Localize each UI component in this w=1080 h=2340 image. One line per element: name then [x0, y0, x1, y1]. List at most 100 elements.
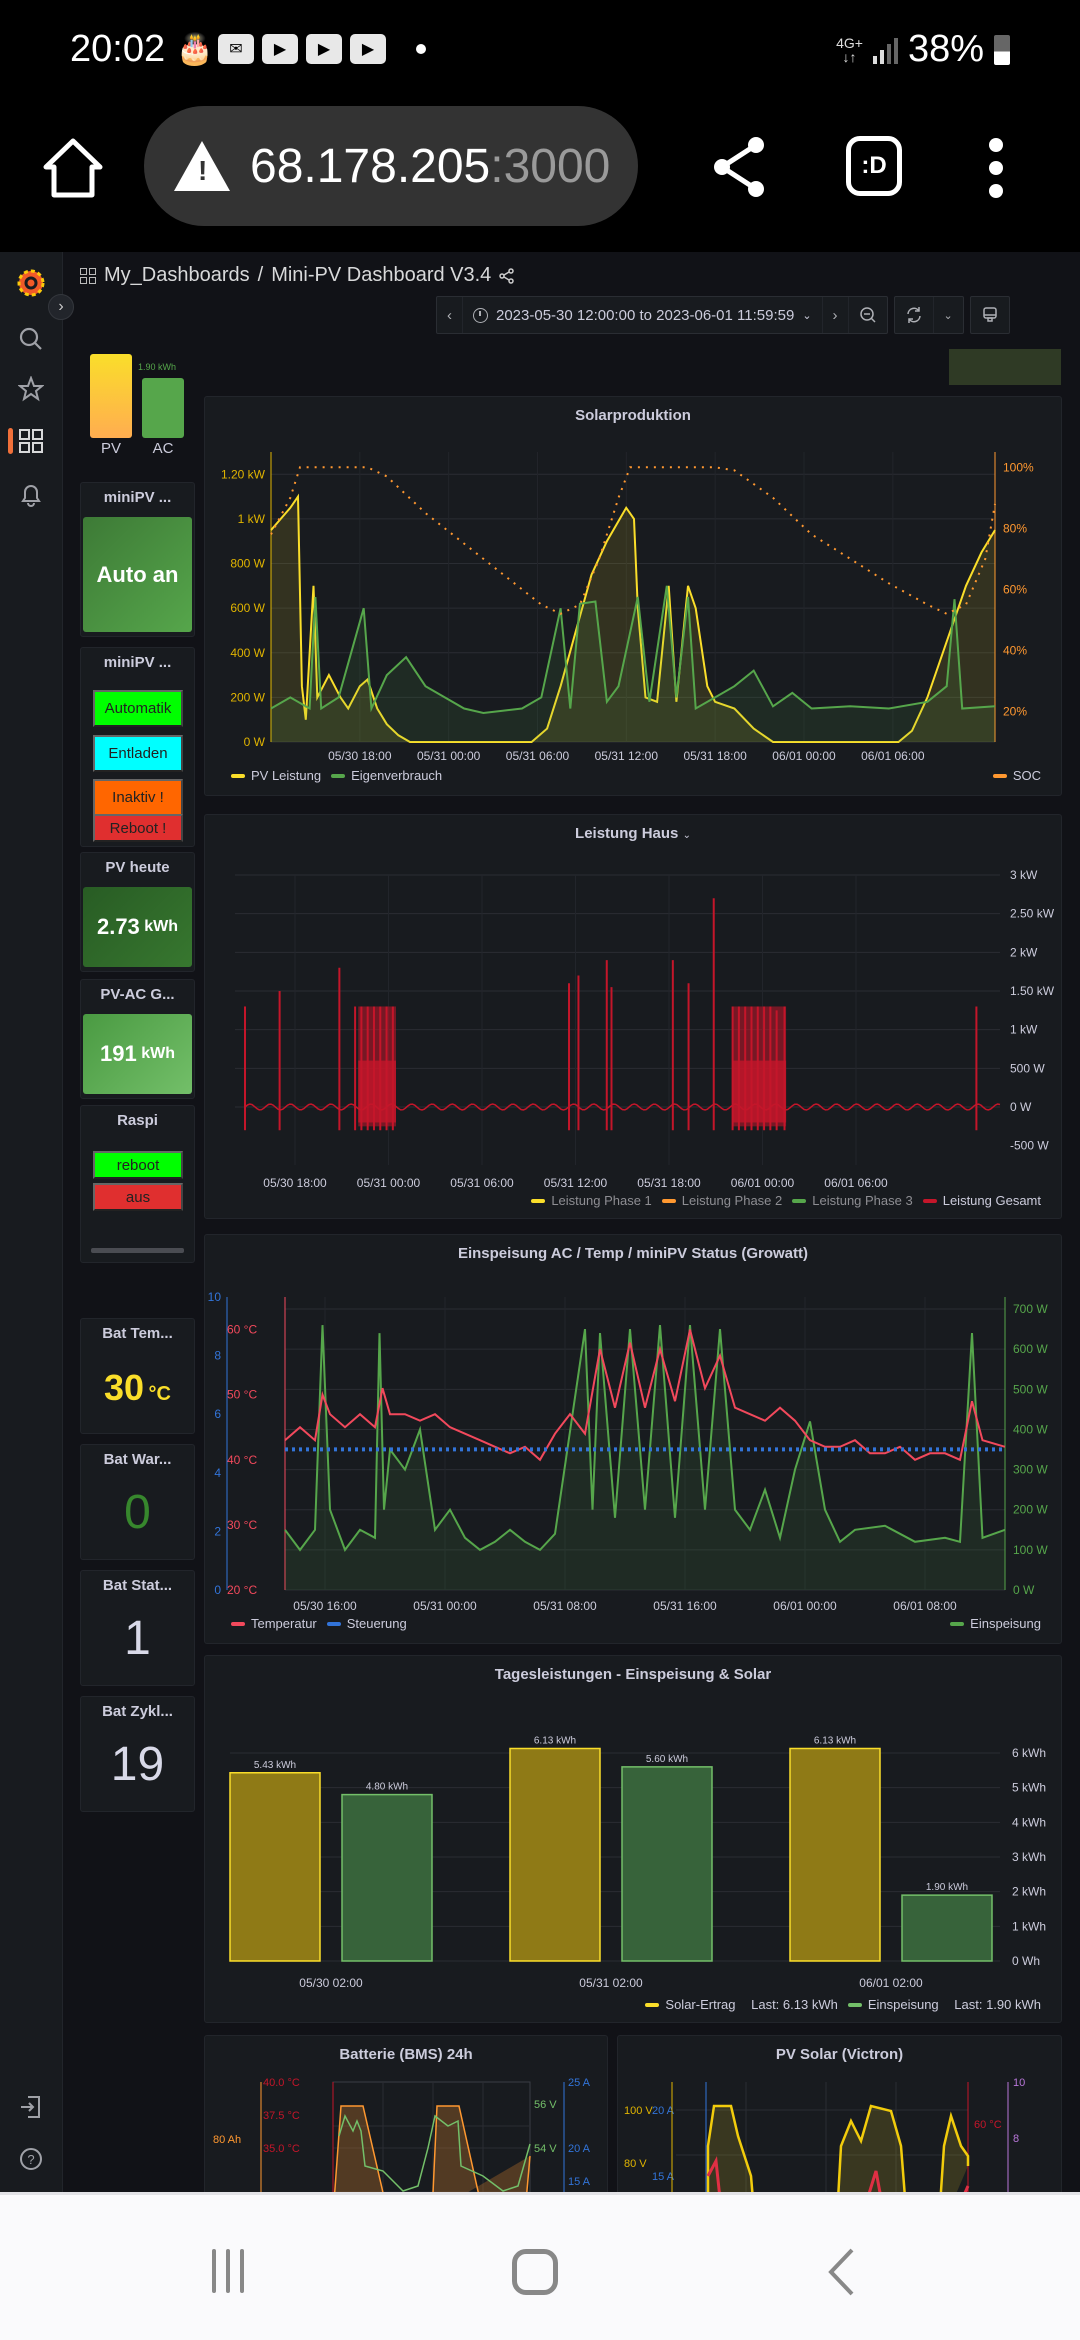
y-amp-tick-label: 15 A	[568, 2176, 591, 2188]
bar-data-label: 6.13 kWh	[534, 1735, 576, 1746]
x-tick-label: 06/01 02:00	[859, 1976, 923, 1990]
series-line-eigenverbrauch	[270, 585, 996, 715]
series-line-einspeisung	[284, 1325, 1006, 1552]
legend-item[interactable]: Solar-Ertrag Last: 6.13 kWh	[645, 1997, 838, 2012]
breadcrumb-parent[interactable]: My_Dashboards	[104, 264, 250, 286]
legend-item[interactable]: Eigenverbrauch	[331, 768, 442, 783]
y-right-tick-label: 700 W	[1013, 1302, 1048, 1316]
x-tick-label: 05/30 18:00	[263, 1176, 327, 1190]
bat-warn-panel: Bat War... 0	[80, 1444, 195, 1560]
sign-in-icon[interactable]	[14, 2090, 48, 2124]
entladen-button[interactable]: Entladen	[93, 735, 183, 772]
x-tick-label: 06/01 06:00	[861, 749, 925, 763]
leistung-haus-chart[interactable]: -500 W 0 W 500 W 1 kW 1.50 kW 2 kW 2.50 kW 3 kW…	[205, 815, 1063, 1220]
legend-item[interactable]: Einspeisung	[950, 1616, 1041, 1631]
url-host: 68.178.205	[250, 139, 491, 193]
tagesleistungen-chart[interactable]: 0 Wh 1 kWh 2 kWh 3 kWh 4 kWh 5 kWh 6 kWh 5.43 k…	[205, 1656, 1063, 2024]
y-temp-tick-label: 40 °C	[227, 1453, 257, 1467]
pv-bar	[90, 354, 132, 438]
grafana-logo-icon[interactable]	[14, 266, 48, 300]
time-shift-back-button[interactable]: ‹	[437, 297, 463, 333]
pv-ac-total-value: 191 kWh	[83, 1014, 192, 1094]
legend-item[interactable]: Temperatur	[231, 1616, 317, 1631]
more-options-icon[interactable]	[986, 138, 1006, 198]
panel-title[interactable]: Leistung Haus ⌄	[575, 825, 691, 842]
x-tick-label: 06/01 06:00	[824, 1176, 888, 1190]
refresh-button[interactable]	[895, 297, 934, 333]
y-right-tick-label: 500 W	[1013, 1382, 1048, 1396]
solarproduktion-panel: Solarproduktion 0 W 200 W 400 W 600 W 800 W 1…	[204, 396, 1062, 796]
home-icon[interactable]	[40, 135, 106, 201]
y-tick-label: 1 kW	[238, 512, 266, 526]
search-icon[interactable]	[14, 322, 48, 356]
url-bar[interactable]: 68.178.205:3000	[144, 106, 638, 226]
y-amp-tick-label: 20 A	[652, 2105, 675, 2117]
zoom-out-button[interactable]	[849, 297, 887, 333]
grafana-app: ? › My_Dashboards / Mini-PV Dashboard V3…	[0, 252, 1080, 2192]
series-area-einspeisung	[285, 1325, 1005, 1590]
home-nav-icon[interactable]	[512, 2249, 558, 2295]
legend-item[interactable]: Leistung Phase 3	[792, 1193, 913, 1208]
legend-item[interactable]: Einspeisung Last: 1.90 kWh	[847, 1997, 1041, 2012]
dashboards-icon[interactable]	[14, 424, 48, 458]
y-temp-tick-label: 30 °C	[227, 1518, 257, 1532]
raspi-off-button[interactable]: aus	[93, 1183, 183, 1211]
mail-icon: ✉	[218, 34, 254, 64]
legend-item[interactable]: SOC	[992, 768, 1041, 783]
tagesleistungen-panel: Tagesleistungen - Einspeisung & Solar 0 …	[204, 1655, 1062, 2023]
status-time: 20:02	[70, 28, 166, 70]
power-burst-block	[358, 1060, 396, 1123]
legend-item[interactable]: Leistung Phase 1	[531, 1193, 652, 1208]
share-dashboard-icon[interactable]	[499, 267, 515, 284]
alerting-bell-icon[interactable]	[14, 478, 48, 512]
y-volt-tick-label: 56 V	[534, 2099, 557, 2111]
dashboard-title: Mini-PV Dashboard V3.4	[271, 264, 492, 286]
automatik-button[interactable]: Automatik	[93, 690, 183, 727]
pv-heute-value: 2.73 kWh	[83, 887, 192, 967]
y-tick-label: 2.50 kW	[1010, 907, 1055, 921]
recent-apps-icon[interactable]	[212, 2249, 244, 2293]
y-right-tick-label: 100%	[1003, 460, 1034, 474]
y-volt-tick-label: 80 V	[624, 2158, 647, 2170]
y-left-tick-label: 0	[214, 1583, 221, 1597]
tv-mode-button[interactable]	[971, 297, 1009, 333]
expand-nav-button[interactable]: ›	[48, 294, 74, 320]
legend-item[interactable]: Leistung Gesamt	[922, 1193, 1041, 1208]
x-tick-label: 05/31 06:00	[506, 749, 570, 763]
share-icon[interactable]	[710, 135, 770, 199]
samsung-dex-button[interactable]: :D	[846, 136, 902, 196]
legend-item[interactable]: Steuerung	[326, 1616, 407, 1631]
solarproduktion-chart[interactable]: 0 W 200 W 400 W 600 W 800 W 1 kW 1.20 kW 20% 40%…	[205, 397, 1063, 797]
legend-item[interactable]: Leistung Phase 2	[661, 1193, 782, 1208]
insecure-warning-icon[interactable]	[174, 141, 230, 191]
reboot-button[interactable]: Reboot !	[93, 814, 183, 842]
chart-legend: Leistung Phase 1 Leistung Phase 2 Leistu…	[531, 1193, 1041, 1208]
minipv-control-panel: miniPV ... Automatik Entladen Inaktiv ! …	[80, 647, 195, 864]
y-tick-label: 2 kWh	[1012, 1885, 1046, 1899]
legend-item[interactable]: PV Leistung	[231, 768, 321, 783]
y-tick-label: 600 W	[230, 601, 265, 615]
bar-solar-ertrag	[509, 1747, 601, 1962]
back-icon[interactable]	[826, 2247, 856, 2297]
horizontal-scrollbar[interactable]	[91, 1248, 184, 1253]
x-tick-label: 05/31 00:00	[413, 1599, 477, 1613]
bat-cycles-panel: Bat Zykl... 19	[80, 1696, 195, 1812]
time-shift-forward-button[interactable]: ›	[823, 297, 849, 333]
help-icon[interactable]: ?	[14, 2142, 48, 2176]
batterie-bms-chart[interactable]: 32.5 °C35.0 °C37.5 °C40.0 °C60 Ah80 Ah54…	[205, 2036, 609, 2192]
starred-icon[interactable]	[14, 372, 48, 406]
x-tick-label: 06/01 00:00	[731, 1176, 795, 1190]
raspi-reboot-button[interactable]: reboot	[93, 1151, 183, 1179]
inaktiv-button[interactable]: Inaktiv !	[93, 779, 183, 816]
side-nav: ?	[0, 252, 63, 2192]
bar-einspeisung	[341, 1793, 433, 1962]
y-right-tick-label: 600 W	[1013, 1342, 1048, 1356]
y-temp-tick-label: 20 °C	[227, 1583, 257, 1597]
y-tick-label: 0 W	[1010, 1100, 1032, 1114]
refresh-interval-dropdown[interactable]: ⌄	[943, 309, 953, 322]
notification-icons: 🎂 ✉ ▶ ▶ ▶	[176, 33, 426, 66]
bar-data-label: 1.90 kWh	[926, 1882, 968, 1893]
time-range-picker[interactable]: 2023-05-30 12:00:00 to 2023-06-01 11:59:…	[463, 297, 823, 333]
